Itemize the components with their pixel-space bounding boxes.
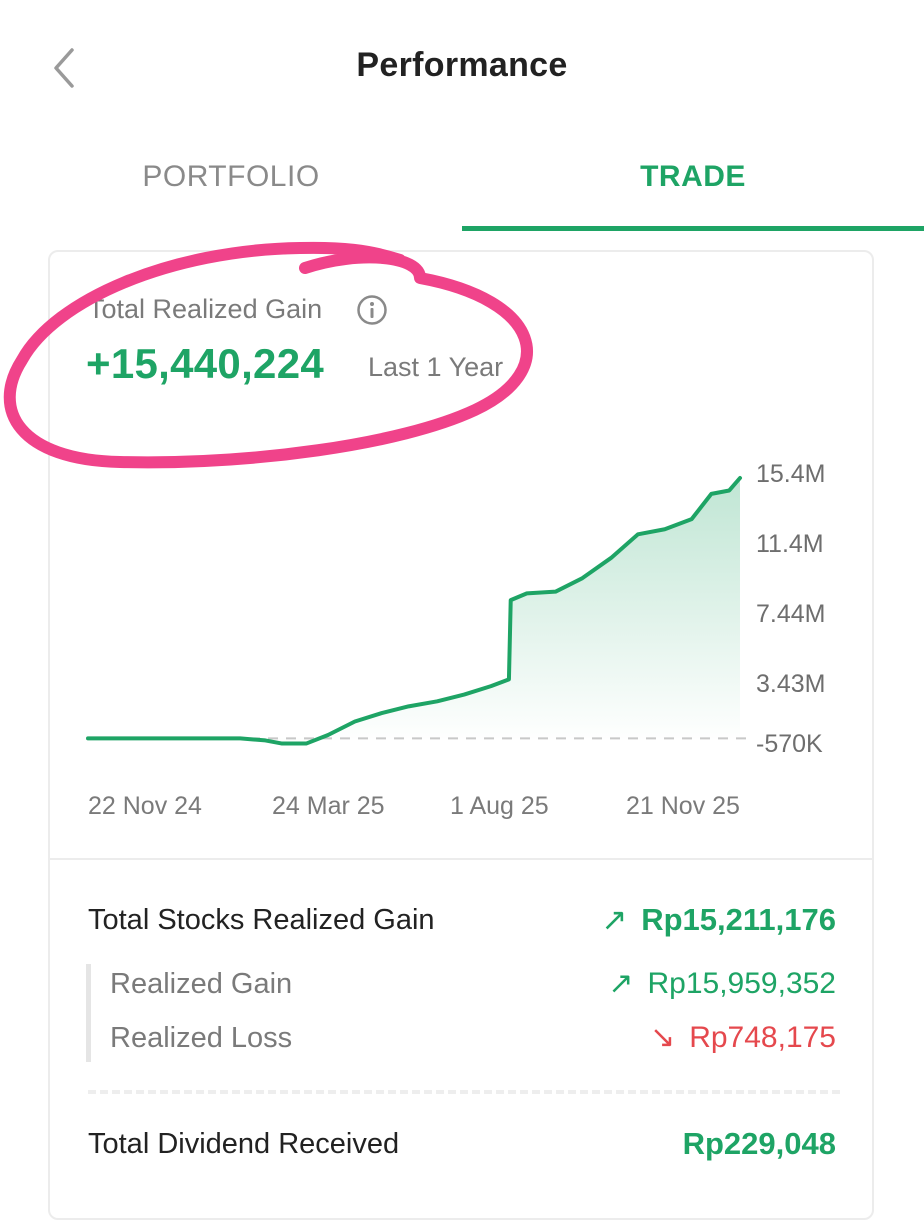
realized-loss-value: ↘ Rp748,175 <box>650 1020 836 1055</box>
back-button[interactable] <box>44 44 88 92</box>
total-realized-gain-label: Total Realized Gain <box>88 294 323 324</box>
page-title: Performance <box>356 46 568 84</box>
realized-gain-chart: 15.4M 11.4M 7.44M 3.43M -570K 22 Nov 24 24 Ma… <box>50 452 876 832</box>
x-tick-label: 21 Nov 25 <box>626 792 740 820</box>
realized-gain-value: ↗ Rp15,959,352 <box>608 966 836 1001</box>
arrow-down-right-icon: ↘ <box>650 1021 676 1054</box>
total-dividend-value: Rp229,048 <box>682 1126 836 1161</box>
tab-portfolio-label: PORTFOLIO <box>142 160 320 193</box>
breakdown-indent-bar <box>86 964 91 1062</box>
y-tick-label: -570K <box>756 730 823 758</box>
tab-trade-label: TRADE <box>640 160 746 193</box>
tab-portfolio[interactable]: PORTFOLIO <box>0 130 462 232</box>
gain-line <box>86 476 742 746</box>
y-tick-label: 7.44M <box>756 600 826 628</box>
y-tick-label: 3.43M <box>756 670 826 698</box>
dashed-divider <box>88 1090 840 1094</box>
total-dividend-label: Total Dividend Received <box>88 1128 400 1160</box>
x-tick-label: 1 Aug 25 <box>450 792 549 820</box>
period-label: Last 1 Year <box>368 352 504 382</box>
total-stocks-realized-gain-label: Total Stocks Realized Gain <box>88 904 435 936</box>
tab-trade[interactable]: TRADE <box>462 130 924 232</box>
chart-plot <box>86 476 750 746</box>
realized-loss-amount: Rp748,175 <box>689 1021 836 1054</box>
gain-area-fill <box>88 478 740 744</box>
arrow-up-right-icon: ↗ <box>601 902 628 937</box>
realized-gain-amount: Rp15,959,352 <box>647 967 837 1000</box>
x-tick-label: 22 Nov 24 <box>88 792 202 820</box>
info-icon[interactable] <box>356 294 388 326</box>
arrow-up-right-icon: ↗ <box>608 967 634 1000</box>
active-tab-indicator <box>462 226 924 231</box>
y-tick-label: 15.4M <box>756 460 826 488</box>
chevron-left-icon <box>54 48 74 88</box>
tab-bar: PORTFOLIO TRADE <box>0 130 924 232</box>
realized-loss-label: Realized Loss <box>110 1022 293 1054</box>
total-stocks-realized-gain-value: ↗ Rp15,211,176 <box>601 902 836 938</box>
x-tick-label: 24 Mar 25 <box>272 792 385 820</box>
realized-gain-label: Realized Gain <box>110 968 293 1000</box>
total-realized-gain-value: +15,440,224 <box>86 340 325 387</box>
y-tick-label: 11.4M <box>756 530 824 558</box>
performance-card: Total Realized Gain +15,440,224 Last 1 Y… <box>48 250 874 1220</box>
app-header: Performance <box>0 0 924 130</box>
total-stocks-realized-gain-amount: Rp15,211,176 <box>641 902 836 937</box>
section-divider <box>50 858 872 860</box>
